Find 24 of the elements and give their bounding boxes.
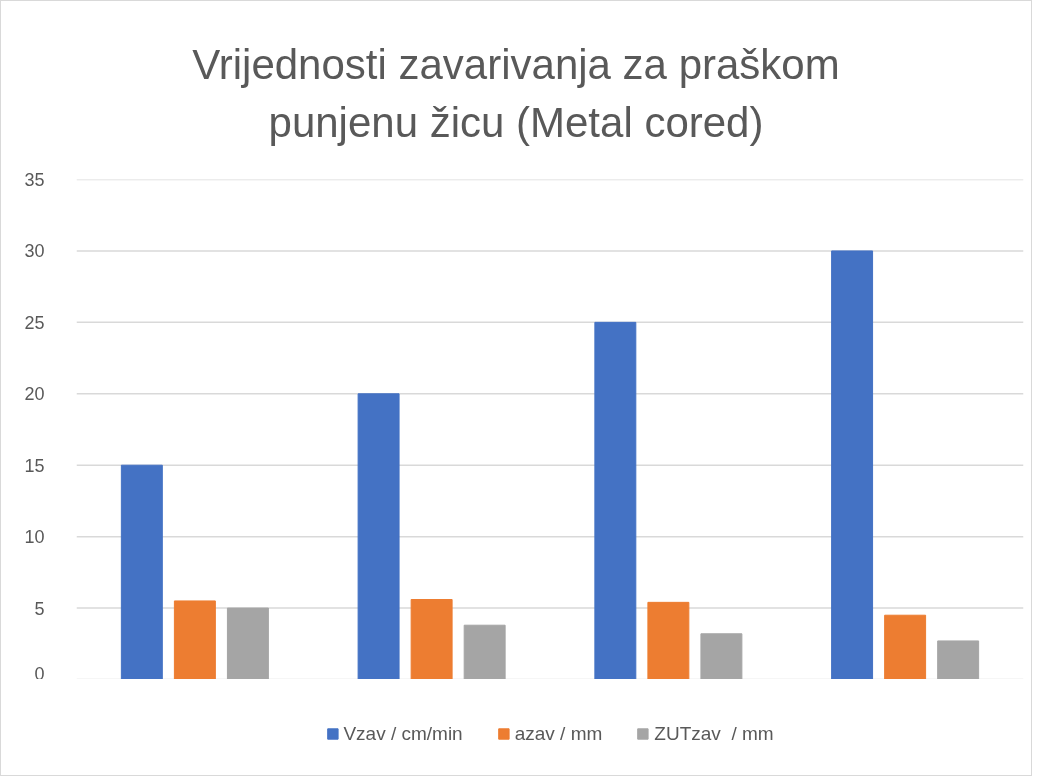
- bar: [884, 614, 927, 679]
- legend-label: ZUTzav / mm: [654, 722, 774, 745]
- y-tick-label: 35: [24, 169, 45, 190]
- bar: [594, 321, 637, 679]
- y-tick-label: 15: [24, 455, 45, 476]
- y-tick-label: 30: [24, 241, 45, 262]
- bar: [463, 624, 506, 679]
- bar: [357, 393, 400, 679]
- bar: [120, 464, 163, 679]
- bar: [410, 598, 453, 679]
- y-tick-label: 5: [34, 598, 45, 619]
- y-tick-label: 25: [24, 312, 45, 333]
- bar: [647, 601, 690, 679]
- bar: [700, 633, 743, 679]
- bar: [173, 600, 216, 679]
- chart-title: Vrijednosti zavarivanja za praškom punjenu žicu (Metal cored): [191, 40, 841, 148]
- legend-label: azav / mm: [514, 722, 603, 745]
- y-tick-label: 20: [24, 384, 45, 405]
- legend-label: Vzav / cm/min: [343, 722, 463, 745]
- y-tick-label: 10: [24, 527, 45, 548]
- bar: [937, 640, 980, 679]
- bar: [831, 250, 874, 679]
- y-tick-label: 0: [34, 663, 45, 684]
- bar: [226, 607, 269, 679]
